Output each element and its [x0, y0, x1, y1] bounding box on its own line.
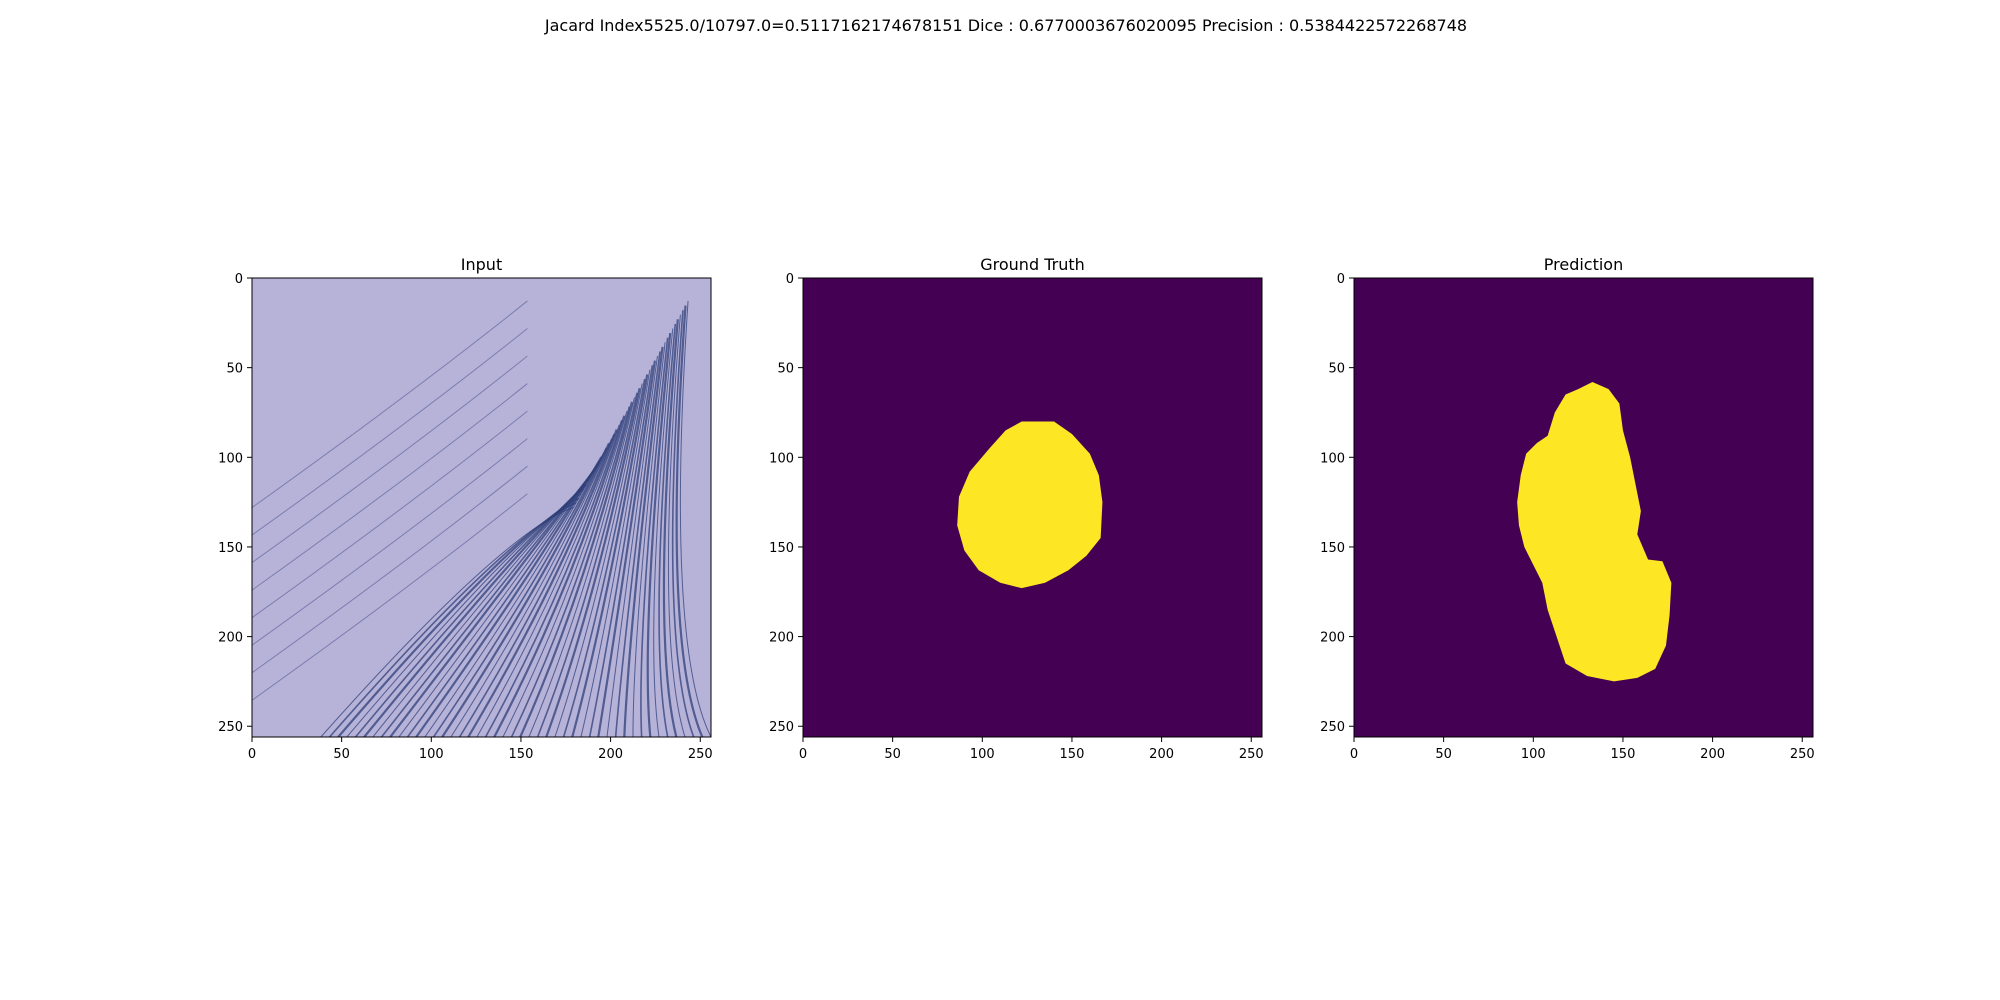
hair-strand	[398, 465, 597, 737]
x-tick-label: 50	[1435, 747, 1452, 762]
panel-title: Ground Truth	[980, 255, 1085, 274]
panel-title: Prediction	[1544, 255, 1623, 274]
hair-strand	[536, 392, 638, 737]
y-tick-label: 0	[1337, 272, 1345, 287]
x-tick-label: 0	[1350, 747, 1358, 762]
hair-strand	[671, 310, 695, 737]
hair-strand	[458, 433, 615, 737]
y-tick-label: 150	[218, 541, 243, 556]
x-tick-label: 250	[688, 747, 713, 762]
x-tick-label: 200	[598, 747, 623, 762]
hair-strand	[623, 346, 664, 737]
figure-suptitle: Jacard Index5525.0/10797.0=0.51171621746…	[544, 16, 1467, 35]
hair-strand	[467, 429, 618, 737]
hair-strand	[441, 442, 611, 737]
hair-strand	[252, 438, 528, 646]
y-tick-label: 100	[769, 451, 794, 466]
x-tick-label: 150	[509, 747, 534, 762]
x-tick-label: 200	[1149, 747, 1174, 762]
hair-strand	[415, 456, 603, 737]
hair-strand	[432, 447, 608, 737]
hair-strand	[510, 406, 631, 737]
y-tick-label: 250	[769, 720, 794, 735]
hair-strand	[252, 410, 528, 619]
y-tick-label: 50	[1328, 362, 1345, 377]
y-tick-label: 100	[218, 451, 243, 466]
y-tick-label: 100	[1320, 451, 1345, 466]
hair-strand	[252, 383, 528, 591]
axes-frame	[251, 277, 712, 738]
hair-strand	[476, 424, 620, 737]
hair-strand	[562, 378, 646, 737]
hair-strand	[614, 351, 661, 737]
y-tick-label: 200	[218, 631, 243, 646]
panel-input: Input 0 50 100 150 200 250 0 50 100 150 200 250	[218, 255, 712, 762]
hair-strand	[679, 300, 711, 737]
hair-strand	[554, 383, 643, 737]
y-tick-label: 250	[218, 720, 243, 735]
hair-strand	[484, 420, 623, 737]
hair-strand	[450, 438, 613, 737]
x-tick-label: 50	[333, 747, 350, 762]
hair-strand	[252, 355, 528, 563]
x-tick-label: 0	[799, 747, 807, 762]
hair-strand	[588, 365, 654, 737]
hair-strand	[519, 401, 634, 737]
y-tick-label: 0	[235, 272, 243, 287]
x-tick-label: 100	[970, 747, 995, 762]
x-tick-label: 100	[419, 747, 444, 762]
hair-strand	[252, 493, 528, 701]
y-tick-label: 50	[777, 362, 794, 377]
hair-strand	[502, 410, 628, 737]
input-image	[252, 278, 711, 737]
hair-strands	[252, 300, 711, 737]
panel-ground-truth: Ground Truth 0 50 100 150 200 250 0 50 100 150 200…	[769, 255, 1263, 762]
x-tick-label: 250	[1239, 747, 1264, 762]
hair-strand	[252, 465, 528, 674]
hair-strand	[640, 337, 669, 737]
hair-strand	[252, 300, 528, 508]
hair-strand	[571, 374, 649, 737]
hair-strand	[646, 332, 672, 737]
hair-strand	[662, 319, 679, 737]
hair-strand	[580, 369, 651, 737]
axes-frame	[1353, 277, 1814, 738]
prediction-mask-region	[1517, 381, 1672, 682]
x-tick-label: 250	[1790, 747, 1815, 762]
y-tick-label: 150	[1320, 541, 1345, 556]
hair-strand	[389, 470, 595, 737]
y-tick-label: 200	[1320, 631, 1345, 646]
y-tick-label: 200	[769, 631, 794, 646]
y-tick-label: 50	[226, 362, 243, 377]
y-tick-label: 250	[1320, 720, 1345, 735]
x-tick-label: 0	[248, 747, 256, 762]
hair-strand	[606, 355, 658, 737]
hair-strand	[632, 342, 666, 737]
hair-strand	[653, 328, 674, 737]
y-tick-label: 150	[769, 541, 794, 556]
x-tick-label: 150	[1060, 747, 1085, 762]
hair-strand	[424, 452, 605, 737]
x-tick-label: 100	[1521, 747, 1546, 762]
x-tick-label: 150	[1611, 747, 1636, 762]
x-tick-label: 200	[1700, 747, 1725, 762]
hair-strand	[528, 397, 635, 737]
hair-strand	[675, 305, 704, 737]
hair-strand	[667, 314, 686, 737]
hair-strand	[493, 415, 626, 737]
hair-strand	[545, 387, 641, 737]
hair-strand	[658, 323, 677, 737]
ground-truth-mask-region	[957, 421, 1103, 589]
panel-prediction: Prediction 0 50 100 150 200 250 0 50 100 150 200 25…	[1320, 255, 1814, 762]
y-tick-label: 0	[786, 272, 794, 287]
x-tick-label: 50	[884, 747, 901, 762]
hair-strand	[252, 328, 528, 536]
axes-frame	[802, 277, 1263, 738]
panel-title: Input	[461, 255, 502, 274]
hair-strand	[597, 360, 656, 737]
